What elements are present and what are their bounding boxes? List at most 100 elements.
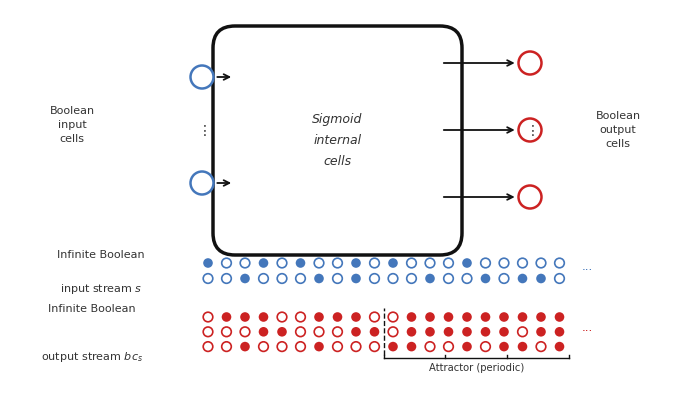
Circle shape bbox=[555, 342, 564, 352]
Circle shape bbox=[203, 258, 213, 268]
Circle shape bbox=[222, 274, 231, 284]
Circle shape bbox=[481, 274, 490, 284]
Circle shape bbox=[277, 342, 287, 352]
Text: ···: ··· bbox=[582, 325, 593, 338]
Text: Infinite Boolean: Infinite Boolean bbox=[48, 304, 136, 314]
Circle shape bbox=[425, 312, 435, 322]
Circle shape bbox=[499, 258, 509, 268]
Circle shape bbox=[407, 312, 417, 322]
Circle shape bbox=[295, 342, 305, 352]
Circle shape bbox=[259, 258, 268, 268]
Circle shape bbox=[518, 342, 527, 352]
Circle shape bbox=[407, 274, 417, 284]
Circle shape bbox=[425, 342, 435, 352]
Circle shape bbox=[191, 171, 213, 194]
Circle shape bbox=[481, 258, 490, 268]
Circle shape bbox=[277, 258, 287, 268]
Circle shape bbox=[462, 274, 472, 284]
Text: Boolean
input
cells: Boolean input cells bbox=[49, 106, 94, 144]
Circle shape bbox=[389, 327, 398, 337]
Circle shape bbox=[240, 274, 250, 284]
Circle shape bbox=[536, 274, 546, 284]
Circle shape bbox=[369, 342, 380, 352]
Circle shape bbox=[351, 342, 360, 352]
Circle shape bbox=[444, 327, 453, 337]
Circle shape bbox=[518, 312, 527, 322]
Circle shape bbox=[481, 312, 490, 322]
Circle shape bbox=[240, 312, 250, 322]
Circle shape bbox=[203, 274, 213, 284]
Circle shape bbox=[518, 258, 527, 268]
Circle shape bbox=[389, 274, 398, 284]
Circle shape bbox=[332, 274, 342, 284]
Circle shape bbox=[222, 342, 231, 352]
Circle shape bbox=[240, 342, 250, 352]
Circle shape bbox=[518, 119, 542, 141]
Circle shape bbox=[259, 342, 268, 352]
Circle shape bbox=[259, 274, 268, 284]
FancyBboxPatch shape bbox=[213, 26, 462, 255]
Circle shape bbox=[295, 327, 305, 337]
Circle shape bbox=[332, 342, 342, 352]
Circle shape bbox=[222, 312, 231, 322]
Circle shape bbox=[332, 258, 342, 268]
Circle shape bbox=[462, 327, 472, 337]
Circle shape bbox=[332, 327, 342, 337]
Circle shape bbox=[191, 66, 213, 89]
Text: Attractor (periodic): Attractor (periodic) bbox=[429, 363, 524, 373]
Circle shape bbox=[314, 258, 324, 268]
Circle shape bbox=[295, 258, 305, 268]
Circle shape bbox=[314, 274, 324, 284]
Text: Sigmoid
internal
cells: Sigmoid internal cells bbox=[313, 113, 363, 168]
Circle shape bbox=[425, 327, 435, 337]
Circle shape bbox=[462, 312, 472, 322]
Circle shape bbox=[425, 258, 435, 268]
Circle shape bbox=[314, 342, 324, 352]
Circle shape bbox=[389, 258, 398, 268]
Circle shape bbox=[481, 342, 490, 352]
Circle shape bbox=[351, 258, 360, 268]
Circle shape bbox=[240, 258, 250, 268]
Circle shape bbox=[536, 258, 546, 268]
Circle shape bbox=[332, 312, 342, 322]
Circle shape bbox=[314, 312, 324, 322]
Circle shape bbox=[203, 327, 213, 337]
Circle shape bbox=[518, 185, 542, 209]
Circle shape bbox=[407, 342, 417, 352]
Circle shape bbox=[277, 274, 287, 284]
Circle shape bbox=[444, 274, 453, 284]
Circle shape bbox=[555, 258, 564, 268]
Circle shape bbox=[259, 312, 268, 322]
Circle shape bbox=[222, 258, 231, 268]
Circle shape bbox=[222, 327, 231, 337]
Text: Boolean
output
cells: Boolean output cells bbox=[596, 111, 640, 149]
Circle shape bbox=[351, 312, 360, 322]
Circle shape bbox=[536, 312, 546, 322]
Circle shape bbox=[407, 327, 417, 337]
Circle shape bbox=[518, 51, 542, 75]
Circle shape bbox=[499, 327, 509, 337]
Circle shape bbox=[536, 342, 546, 352]
Circle shape bbox=[499, 342, 509, 352]
Circle shape bbox=[389, 312, 398, 322]
Circle shape bbox=[518, 327, 527, 337]
Circle shape bbox=[277, 327, 287, 337]
Circle shape bbox=[499, 274, 509, 284]
Circle shape bbox=[240, 327, 250, 337]
Circle shape bbox=[351, 274, 360, 284]
Circle shape bbox=[203, 312, 213, 322]
Text: ···: ··· bbox=[582, 264, 593, 277]
Circle shape bbox=[314, 327, 324, 337]
Circle shape bbox=[351, 327, 360, 337]
Circle shape bbox=[277, 312, 287, 322]
Circle shape bbox=[518, 274, 527, 284]
Circle shape bbox=[369, 312, 380, 322]
Circle shape bbox=[369, 274, 380, 284]
Circle shape bbox=[425, 274, 435, 284]
Circle shape bbox=[407, 258, 417, 268]
Circle shape bbox=[295, 312, 305, 322]
Circle shape bbox=[555, 274, 564, 284]
Circle shape bbox=[369, 327, 380, 337]
Circle shape bbox=[444, 258, 453, 268]
Circle shape bbox=[462, 342, 472, 352]
